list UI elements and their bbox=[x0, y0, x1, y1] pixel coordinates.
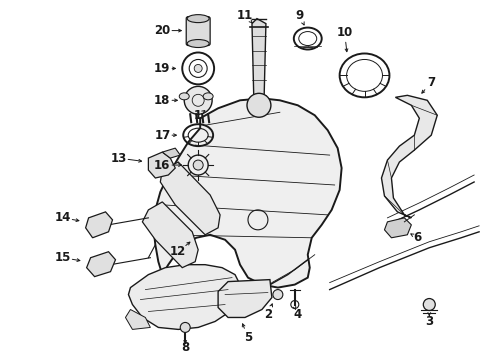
Text: 10: 10 bbox=[337, 26, 353, 39]
Polygon shape bbox=[148, 152, 175, 178]
Polygon shape bbox=[86, 212, 113, 238]
Polygon shape bbox=[218, 280, 272, 318]
Circle shape bbox=[273, 289, 283, 300]
Polygon shape bbox=[87, 252, 116, 276]
FancyBboxPatch shape bbox=[186, 17, 210, 45]
Text: 15: 15 bbox=[54, 251, 71, 264]
Text: 14: 14 bbox=[54, 211, 71, 224]
Text: 7: 7 bbox=[427, 76, 435, 89]
Text: 17: 17 bbox=[154, 129, 171, 142]
Ellipse shape bbox=[203, 93, 213, 100]
Ellipse shape bbox=[187, 40, 209, 48]
Text: 8: 8 bbox=[181, 341, 189, 354]
Circle shape bbox=[247, 93, 271, 117]
Text: 16: 16 bbox=[154, 158, 171, 172]
Text: 12: 12 bbox=[170, 245, 186, 258]
Polygon shape bbox=[252, 19, 266, 105]
Polygon shape bbox=[128, 265, 240, 329]
Ellipse shape bbox=[179, 93, 189, 100]
Polygon shape bbox=[160, 162, 220, 235]
Text: 18: 18 bbox=[154, 94, 171, 107]
Polygon shape bbox=[162, 148, 180, 158]
Circle shape bbox=[194, 64, 202, 72]
Polygon shape bbox=[153, 98, 342, 288]
Circle shape bbox=[184, 86, 212, 114]
Text: 9: 9 bbox=[295, 9, 304, 22]
Text: 20: 20 bbox=[154, 24, 171, 37]
Text: 11: 11 bbox=[237, 9, 253, 22]
Text: 4: 4 bbox=[294, 308, 302, 321]
Polygon shape bbox=[382, 95, 437, 218]
Circle shape bbox=[180, 323, 190, 332]
Text: 1: 1 bbox=[194, 109, 202, 122]
Text: 6: 6 bbox=[413, 231, 421, 244]
Polygon shape bbox=[125, 310, 150, 329]
Circle shape bbox=[423, 298, 435, 310]
Ellipse shape bbox=[187, 15, 209, 23]
Text: 19: 19 bbox=[154, 62, 171, 75]
Polygon shape bbox=[143, 202, 198, 268]
Text: 13: 13 bbox=[110, 152, 126, 165]
Circle shape bbox=[193, 160, 203, 170]
Text: 2: 2 bbox=[264, 308, 272, 321]
Text: 5: 5 bbox=[244, 331, 252, 344]
Text: 3: 3 bbox=[425, 315, 433, 328]
Polygon shape bbox=[385, 218, 412, 238]
